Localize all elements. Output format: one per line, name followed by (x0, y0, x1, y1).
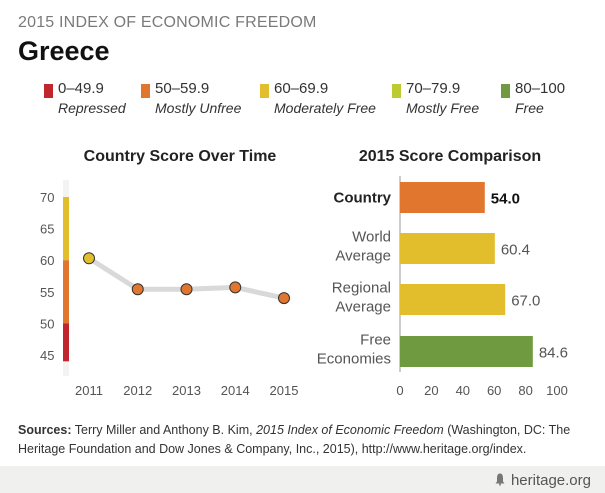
bar-category-label: Average (335, 248, 391, 265)
legend-label: Mostly Unfree (155, 100, 242, 116)
bar-value-label: 60.4 (501, 242, 530, 259)
y-tick-label: 50 (40, 316, 54, 331)
legend-label: Repressed (58, 100, 126, 116)
bar-category-label: Free (360, 332, 391, 349)
x-tick-label: 2012 (123, 383, 152, 398)
legend-label: Free (515, 100, 544, 116)
legend-swatch (501, 84, 510, 98)
bar-value-label: 67.0 (511, 293, 540, 310)
legend-swatch (260, 84, 269, 98)
legend-range: 70–79.9 (406, 80, 461, 97)
x-tick-label: 40 (456, 383, 470, 398)
brand-text: heritage.org (510, 472, 591, 489)
sources-authors: Terry Miller and Anthony B. Kim, (74, 423, 253, 437)
data-point (83, 252, 95, 265)
sources-note: Sources: Terry Miller and Anthony B. Kim… (18, 421, 588, 459)
x-tick-label: 60 (487, 383, 501, 398)
data-point (229, 281, 242, 294)
x-tick-label: 2011 (75, 383, 103, 398)
band-repressed (63, 323, 69, 362)
bar-category-label: Average (335, 299, 391, 316)
y-tick-label: 45 (40, 348, 54, 363)
data-point (278, 292, 290, 305)
y-tick-label: 60 (40, 253, 54, 268)
brand[interactable]: heritage.org (495, 472, 591, 489)
legend-swatch (44, 84, 53, 98)
bar (400, 284, 506, 315)
legend-range: 80–100 (515, 80, 566, 97)
overline-title: 2015 INDEX OF ECONOMIC FREEDOM (18, 14, 317, 31)
bar (400, 182, 485, 213)
sources-rest: (Washington, DC: The Heritage Foundation… (18, 423, 571, 456)
legend-range: 0–49.9 (58, 80, 104, 97)
sources-prefix: Sources: (18, 423, 72, 437)
x-tick-label: 2015 (270, 383, 299, 398)
legend-swatch (392, 84, 401, 98)
legend-label: Mostly Free (406, 100, 480, 116)
bar-value-label: 84.6 (539, 345, 568, 362)
line-chart-plot-area (69, 180, 297, 376)
bar (400, 233, 495, 264)
x-tick-label: 2013 (172, 383, 201, 398)
x-tick-label: 2014 (221, 383, 250, 398)
footer-bar (0, 466, 605, 493)
data-point (131, 283, 144, 296)
bar-chart-title: 2015 Score Comparison (358, 148, 542, 165)
sources-title: 2015 Index of Economic Freedom (256, 423, 444, 437)
x-tick-label: 80 (518, 383, 532, 398)
bar-category-label: Country (334, 190, 392, 207)
x-tick-label: 0 (396, 383, 403, 398)
y-tick-label: 65 (40, 222, 54, 237)
x-tick-label: 100 (546, 383, 568, 398)
x-tick-label: 20 (424, 383, 438, 398)
data-point (180, 283, 193, 296)
bar-category-label: World (352, 229, 391, 246)
line-chart-title: Country Score Over Time (83, 148, 277, 165)
legend-label: Moderately Free (274, 100, 376, 116)
band-mostly-unfree (63, 260, 69, 324)
y-tick-label: 70 (40, 190, 54, 205)
legend-swatch (141, 84, 150, 98)
bar-category-label: Economies (317, 351, 391, 368)
bar (400, 336, 533, 367)
bar-value-label: 54.0 (491, 191, 520, 208)
bar-category-label: Regional (332, 280, 391, 297)
liberty-bell-icon (495, 473, 505, 486)
legend-range: 60–69.9 (274, 80, 329, 97)
y-tick-label: 55 (40, 285, 54, 300)
band-moderately-free (63, 197, 69, 261)
page-title: Greece (18, 36, 110, 66)
legend-range: 50–59.9 (155, 80, 210, 97)
